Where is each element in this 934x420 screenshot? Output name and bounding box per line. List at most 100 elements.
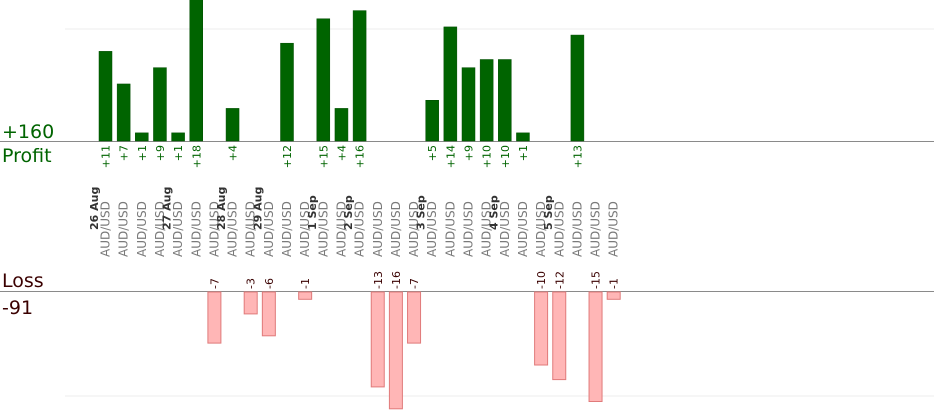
date-label-1: 27 Aug xyxy=(161,187,174,230)
pair-label-17: AUD/USD xyxy=(407,201,421,257)
pair-label-2: AUD/USD xyxy=(135,201,149,257)
profit-bar-4 xyxy=(171,132,185,142)
loss-value-label-15: -13 xyxy=(372,271,385,289)
profit-value-label-0: +11 xyxy=(100,145,113,168)
profit-bar-21 xyxy=(479,59,494,142)
profit-bar-13 xyxy=(334,108,349,142)
profit-value-label-20: +9 xyxy=(463,145,476,161)
pair-label-12: AUD/USD xyxy=(316,201,330,257)
bars-layer xyxy=(98,0,621,410)
loss-bar-17 xyxy=(407,291,422,344)
loss-bar-11 xyxy=(298,291,313,300)
profit-value-label-2: +1 xyxy=(136,145,149,161)
loss-bar-27 xyxy=(588,291,603,402)
pair-label-20: AUD/USD xyxy=(462,201,476,257)
loss-value-label-27: -15 xyxy=(590,271,603,289)
profit-bar-26 xyxy=(570,34,585,142)
profit-value-label-23: +1 xyxy=(517,145,530,161)
date-label-4: 1 Sep xyxy=(306,195,319,230)
loss-label: Loss xyxy=(2,270,44,292)
pair-label-16: AUD/USD xyxy=(389,201,403,257)
profit-bar-19 xyxy=(443,26,458,142)
profit-value-label-10: +12 xyxy=(281,145,294,168)
loss-value-label-28: -1 xyxy=(608,278,621,289)
pair-label-3: AUD/USD xyxy=(153,201,167,257)
profit-bar-5 xyxy=(189,0,203,142)
pair-label-21: AUD/USD xyxy=(480,201,494,257)
pair-label-19: AUD/USD xyxy=(443,201,457,257)
profit-total: +160 xyxy=(2,121,54,143)
profit-bar-3 xyxy=(153,67,167,142)
profit-value-label-18: +5 xyxy=(426,145,439,161)
date-label-2: 28 Aug xyxy=(215,187,228,230)
profit-value-label-19: +14 xyxy=(444,145,457,168)
loss-value-label-8: -3 xyxy=(245,278,258,289)
profit-value-label-3: +9 xyxy=(154,145,167,161)
loss-bar-24 xyxy=(534,291,549,366)
profit-bar-12 xyxy=(316,18,331,142)
loss-value-label-16: -16 xyxy=(390,271,403,289)
pair-label-28: AUD/USD xyxy=(607,201,621,257)
pair-label-13: AUD/USD xyxy=(334,201,348,257)
profit-value-label-26: +13 xyxy=(571,145,584,168)
profit-bar-22 xyxy=(498,59,512,142)
loss-total: -91 xyxy=(2,297,33,319)
profit-bar-23 xyxy=(516,132,530,142)
date-label-7: 4 Sep xyxy=(487,195,500,230)
pair-label-10: AUD/USD xyxy=(280,201,294,257)
pair-label-24: AUD/USD xyxy=(534,201,548,257)
profit-value-label-21: +10 xyxy=(481,145,494,168)
loss-bar-15 xyxy=(370,291,385,388)
profit-bar-18 xyxy=(425,100,439,142)
loss-value-label-6: -7 xyxy=(208,278,221,289)
pair-label-8: AUD/USD xyxy=(244,201,258,257)
loss-bar-16 xyxy=(388,291,403,410)
date-label-5: 2 Sep xyxy=(342,195,355,230)
profit-value-label-5: +18 xyxy=(190,145,203,168)
profit-bar-10 xyxy=(280,42,294,142)
profit-bar-0 xyxy=(98,51,113,142)
date-label-6: 3 Sep xyxy=(415,195,428,230)
pair-label-7: AUD/USD xyxy=(226,201,240,257)
pair-label-9: AUD/USD xyxy=(262,201,276,257)
profit-value-label-22: +10 xyxy=(499,145,512,168)
profit-bar-14 xyxy=(352,10,367,142)
profit-value-label-14: +16 xyxy=(354,145,367,168)
date-label-3: 29 Aug xyxy=(251,187,264,230)
profit-bar-2 xyxy=(135,132,149,142)
pair-label-27: AUD/USD xyxy=(589,201,603,257)
pair-label-25: AUD/USD xyxy=(552,201,566,257)
pair-label-0: AUD/USD xyxy=(99,201,113,257)
pair-label-4: AUD/USD xyxy=(171,201,185,257)
pair-label-1: AUD/USD xyxy=(117,201,131,257)
loss-value-label-25: -12 xyxy=(553,271,566,289)
profit-value-label-12: +15 xyxy=(317,145,330,168)
pair-label-14: AUD/USD xyxy=(353,201,367,257)
loss-value-label-17: -7 xyxy=(408,278,421,289)
profit-bar-20 xyxy=(461,67,476,142)
profit-value-label-4: +1 xyxy=(172,145,185,161)
date-label-8: 5 Sep xyxy=(542,195,555,230)
loss-bar-25 xyxy=(552,291,567,381)
profit-bar-7 xyxy=(225,108,240,142)
pair-label-11: AUD/USD xyxy=(298,201,312,257)
profit-label: Profit xyxy=(2,145,52,167)
profit-value-label-7: +4 xyxy=(227,145,240,161)
date-label-0: 26 Aug xyxy=(88,187,101,230)
pair-label-23: AUD/USD xyxy=(516,201,530,257)
pair-label-5: AUD/USD xyxy=(189,201,203,257)
loss-value-label-11: -1 xyxy=(299,278,312,289)
pair-label-26: AUD/USD xyxy=(570,201,584,257)
loss-bar-6 xyxy=(207,291,222,344)
loss-value-label-24: -10 xyxy=(535,271,548,289)
pair-label-22: AUD/USD xyxy=(498,201,512,257)
loss-bar-9 xyxy=(261,291,276,337)
pair-label-6: AUD/USD xyxy=(207,201,221,257)
profit-value-label-1: +7 xyxy=(118,145,131,161)
profit-bar-1 xyxy=(116,83,131,142)
loss-value-label-9: -6 xyxy=(263,278,276,289)
loss-bar-28 xyxy=(606,291,621,300)
pair-label-18: AUD/USD xyxy=(425,201,439,257)
